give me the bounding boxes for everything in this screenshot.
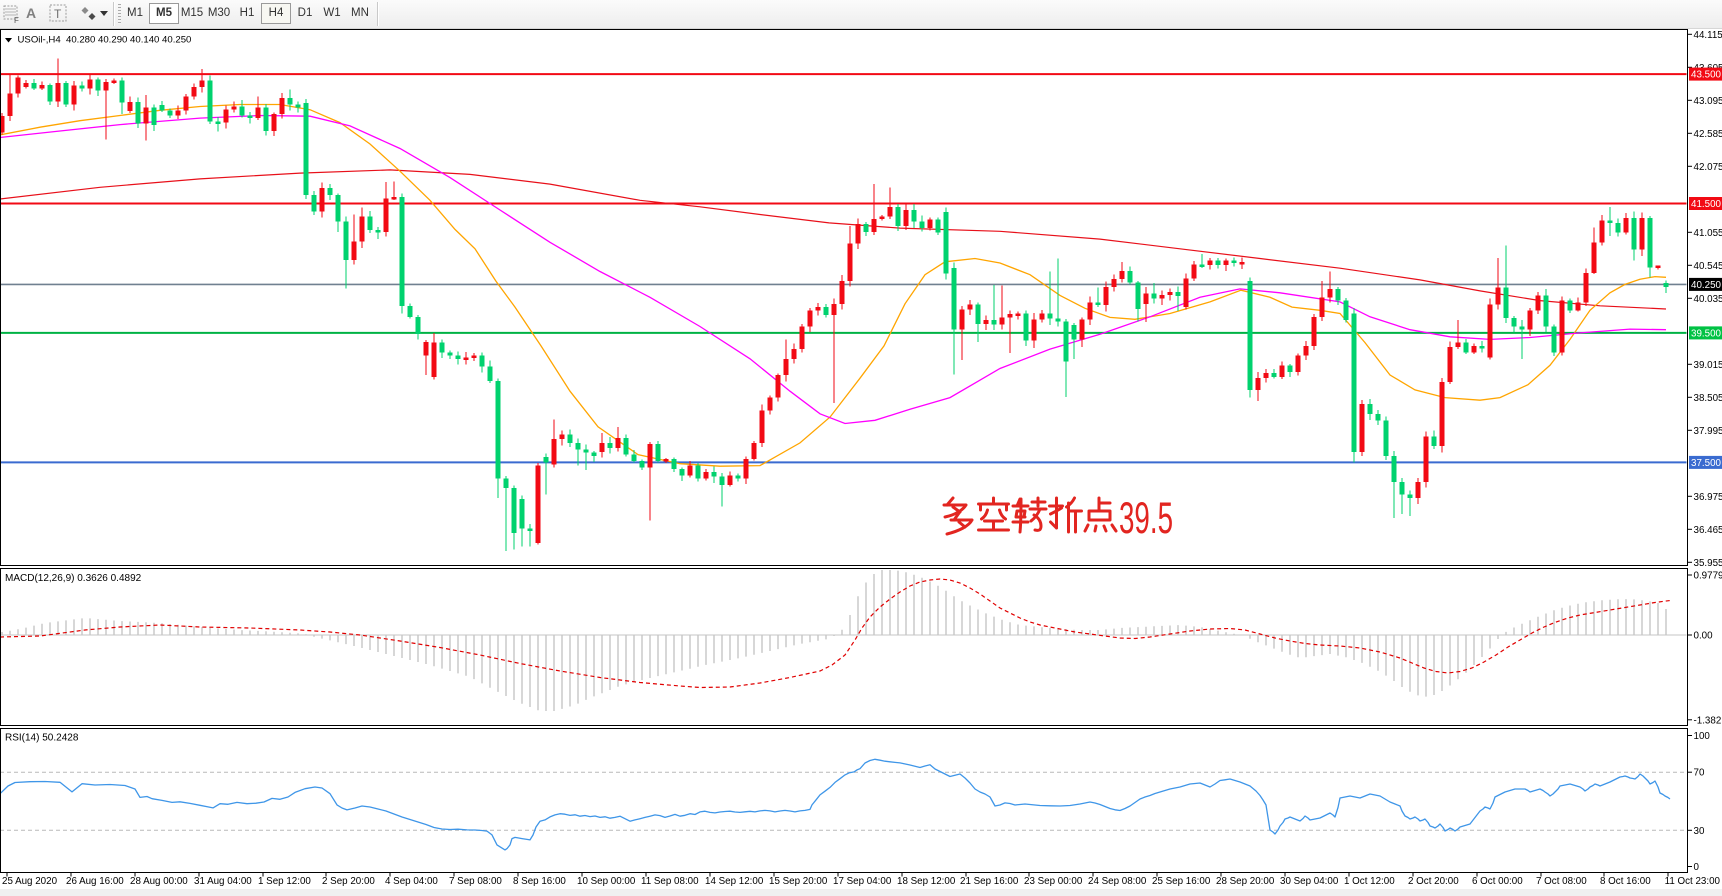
svg-text:30 Sep 04:00: 30 Sep 04:00 (1280, 876, 1339, 887)
svg-text:44.115: 44.115 (1694, 30, 1722, 41)
svg-text:30: 30 (1694, 826, 1705, 837)
svg-text:RSI(14) 50.2428: RSI(14) 50.2428 (5, 733, 79, 744)
svg-text:MACD(12,26,9) 0.3626 0.4892: MACD(12,26,9) 0.3626 0.4892 (5, 573, 142, 584)
svg-text:7 Oct 08:00: 7 Oct 08:00 (1536, 876, 1587, 887)
svg-text:11 Oct 23:00: 11 Oct 23:00 (1665, 876, 1721, 887)
svg-text:100: 100 (1694, 731, 1711, 742)
svg-text:31 Aug 04:00: 31 Aug 04:00 (194, 876, 252, 887)
svg-text:25 Aug 2020: 25 Aug 2020 (2, 876, 58, 887)
svg-text:40.035: 40.035 (1694, 294, 1722, 305)
svg-text:2 Oct 20:00: 2 Oct 20:00 (1408, 876, 1459, 887)
svg-text:17 Sep 04:00: 17 Sep 04:00 (833, 876, 892, 887)
svg-text:0.9779: 0.9779 (1694, 571, 1722, 582)
svg-text:15 Sep 20:00: 15 Sep 20:00 (769, 876, 828, 887)
svg-text:6 Oct 00:00: 6 Oct 00:00 (1472, 876, 1523, 887)
svg-text:18 Sep 12:00: 18 Sep 12:00 (897, 876, 956, 887)
svg-text:37.500: 37.500 (1691, 458, 1722, 469)
svg-text:28 Aug 00:00: 28 Aug 00:00 (130, 876, 188, 887)
svg-text:35.955: 35.955 (1694, 558, 1722, 569)
svg-text:1 Sep 12:00: 1 Sep 12:00 (258, 876, 311, 887)
svg-text:39.500: 39.500 (1691, 328, 1722, 339)
svg-text:38.505: 38.505 (1694, 393, 1722, 404)
svg-text:T: T (54, 7, 62, 21)
svg-text:USOil-,H4 40.280 40.290 40.14: USOil-,H4 40.280 40.290 40.140 40.250 (18, 35, 192, 46)
svg-text:8 Sep 16:00: 8 Sep 16:00 (513, 876, 566, 887)
svg-text:41.500: 41.500 (1691, 199, 1722, 210)
svg-text:42.075: 42.075 (1694, 162, 1722, 173)
svg-text:10 Sep 00:00: 10 Sep 00:00 (577, 876, 636, 887)
svg-text:36.465: 36.465 (1694, 525, 1722, 536)
svg-text:14 Sep 12:00: 14 Sep 12:00 (705, 876, 764, 887)
svg-text:7 Sep 08:00: 7 Sep 08:00 (449, 876, 502, 887)
svg-text:2 Sep 20:00: 2 Sep 20:00 (322, 876, 375, 887)
svg-text:36.975: 36.975 (1694, 492, 1722, 503)
svg-text:42.585: 42.585 (1694, 129, 1722, 140)
svg-text:39.015: 39.015 (1694, 360, 1722, 371)
svg-text:0: 0 (1694, 862, 1700, 873)
svg-text:25 Sep 16:00: 25 Sep 16:00 (1152, 876, 1211, 887)
svg-text:23 Sep 00:00: 23 Sep 00:00 (1024, 876, 1083, 887)
svg-text:26 Aug 16:00: 26 Aug 16:00 (66, 876, 124, 887)
svg-text:43.500: 43.500 (1691, 70, 1722, 81)
svg-text:11 Sep 08:00: 11 Sep 08:00 (641, 876, 699, 887)
svg-text:37.995: 37.995 (1694, 426, 1722, 437)
svg-text:24 Sep 08:00: 24 Sep 08:00 (1088, 876, 1147, 887)
svg-text:40.545: 40.545 (1694, 261, 1722, 272)
svg-text:43.095: 43.095 (1694, 96, 1722, 107)
svg-text:1 Oct 12:00: 1 Oct 12:00 (1344, 876, 1395, 887)
svg-text:28 Sep 20:00: 28 Sep 20:00 (1216, 876, 1275, 887)
svg-text:70: 70 (1694, 768, 1705, 779)
svg-text:21 Sep 16:00: 21 Sep 16:00 (960, 876, 1019, 887)
svg-text:4 Sep 04:00: 4 Sep 04:00 (385, 876, 438, 887)
svg-text:0.00: 0.00 (1694, 631, 1714, 642)
svg-text:8 Oct 16:00: 8 Oct 16:00 (1600, 876, 1651, 887)
svg-text:-1.382: -1.382 (1694, 715, 1722, 726)
svg-text:40.250: 40.250 (1691, 280, 1722, 291)
svg-text:41.055: 41.055 (1694, 228, 1722, 239)
svg-text:39.5: 39.5 (1119, 494, 1173, 543)
svg-text:F: F (14, 16, 19, 24)
